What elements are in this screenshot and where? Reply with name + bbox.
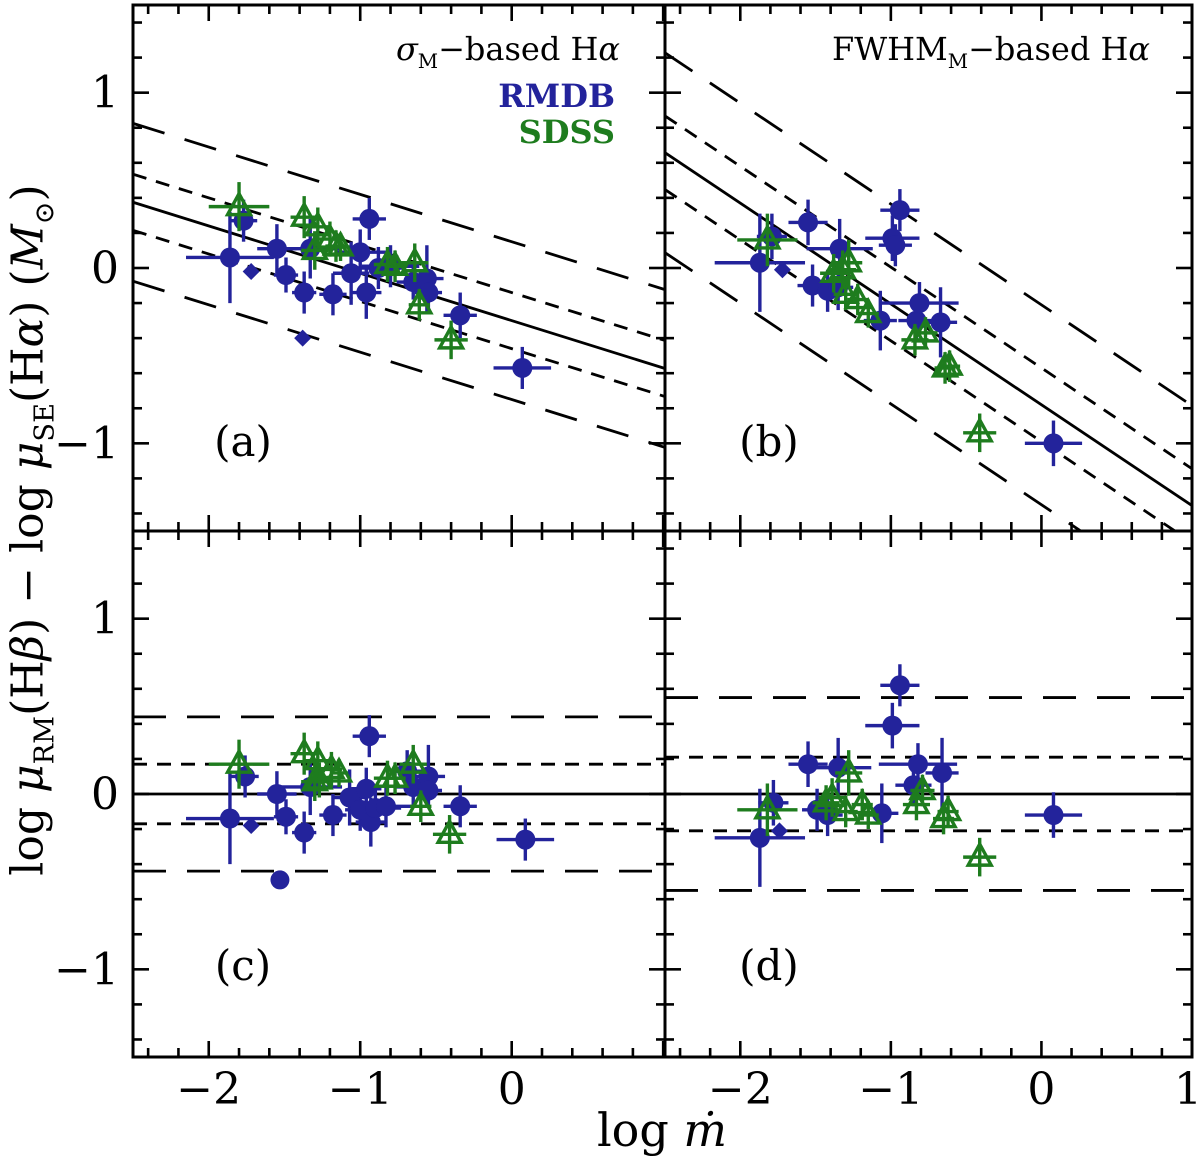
x-axis-title: log ṁ	[596, 1103, 728, 1157]
legend-rmdb-label: RMDB	[498, 77, 615, 115]
y-axis-title: log μRM(Hβ) − log μSE(Hα) (M⊙)	[2, 184, 61, 876]
panel-a-label: (a)	[214, 417, 272, 466]
svg-text:−2: −2	[708, 1064, 773, 1115]
panel-d-label: (d)	[739, 941, 799, 990]
legend-sdss-label: SDSS	[518, 113, 615, 151]
svg-text:0: 0	[91, 769, 119, 820]
svg-text:−1: −1	[328, 1064, 393, 1115]
panel-b-title: FWHMM−based Hα	[832, 30, 1150, 73]
panel-b-label: (b)	[739, 417, 799, 466]
svg-text:0: 0	[91, 243, 119, 294]
panel-a-title: σM−based Hα	[395, 30, 620, 73]
svg-text:0: 0	[498, 1064, 526, 1115]
svg-text:−2: −2	[176, 1064, 241, 1115]
svg-text:0: 0	[1027, 1064, 1055, 1115]
svg-text:1: 1	[91, 68, 119, 119]
svg-text:−1: −1	[858, 1064, 923, 1115]
panel-c-label: (c)	[214, 941, 272, 990]
svg-text:1: 1	[91, 594, 119, 645]
svg-text:−1: −1	[54, 944, 119, 995]
svg-text:−1: −1	[54, 418, 119, 469]
svg-text:1: 1	[1174, 1064, 1200, 1115]
